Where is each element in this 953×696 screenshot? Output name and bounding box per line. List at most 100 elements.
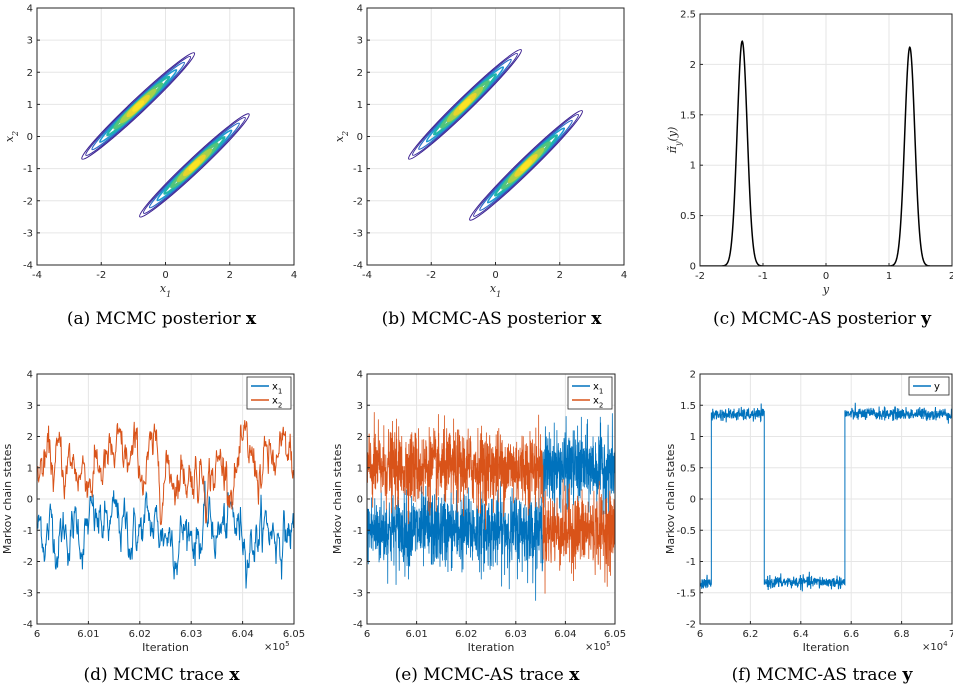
plot-area-d [37,420,294,589]
x-tick-label: 6.03 [505,629,527,640]
y-tick-label: 0 [690,262,696,273]
y-tick-label: -4 [23,261,33,272]
y-tick-label: 1 [357,463,363,474]
y-tick-label: -1 [353,164,363,175]
contour-level-3 [418,58,512,150]
x-tick-label: 6 [34,629,40,640]
y-tick-label: 1.5 [680,110,696,121]
legend-label-x2: x2 [272,396,282,410]
y-axis-label: Markov chain states [1,444,14,555]
grid-a [36,7,295,266]
y-tick-label: 1 [690,432,696,443]
panel-b: -4 -2 0 2 4 -4 -3 -2 -1 0 1 2 3 4 x1 x2 (b) MCMC-AS post… [333,4,627,330]
contour-level-9 [132,100,145,112]
x-tick-label: 7 [949,629,953,640]
y-tick-label: 3 [27,401,33,412]
series-line-x2 [367,412,615,594]
y-tick-label: -2 [353,557,363,568]
y-tick-label: 1 [357,100,363,111]
x-tick-label: 6.02 [455,629,477,640]
y-tick-label: 1 [690,161,696,172]
panel-f: 6 6.2 6.4 6.6 6.8 7 -2 -1.5 -1 -0.5 0 0.5 1 1.5 2 Itera… [664,370,953,686]
y-tick-label: -4 [353,261,363,272]
y-tick-label: -3 [23,228,33,239]
y-tick-label: 4 [357,4,363,15]
x-tick-label: 6.4 [793,629,809,640]
contour-level-2 [142,116,246,214]
contour-level-1 [408,49,522,160]
x-tick-label: 6.05 [604,629,626,640]
x-tick-label: 6.6 [843,629,859,640]
grid-c [699,13,953,267]
plot-area-a [81,52,250,218]
series-line-x2 [37,420,294,526]
x-tick-label: -4 [362,270,372,281]
panel-a: -4 -2 0 2 4 -4 -3 -2 -1 0 1 2 3 4 x1 x2 (a) MCMC posteri… [3,4,297,330]
contour-level-2 [85,55,192,156]
x-axis-label: y [822,283,830,296]
legend-f: y [908,376,950,396]
x-tick-label: 6.03 [180,629,202,640]
contour-level-9 [458,98,472,111]
grid-b [366,7,625,266]
contour-level-9 [188,159,201,172]
x-tick-label: -2 [96,270,106,281]
plot-area-e [367,412,615,601]
y-tick-label: 0.5 [680,211,696,222]
x-tick-label: 2 [557,270,563,281]
y-axis-label: π̃y(y) [666,127,683,155]
density-curve [700,39,952,266]
series-line-x1 [37,480,294,589]
posterior-mode-1 [408,49,522,160]
y-tick-label: 0 [690,495,696,506]
caption-a: (a) MCMC posterior x [67,309,257,329]
y-tick-label: 0 [357,495,363,506]
y-tick-label: 1 [27,463,33,474]
y-tick-label: 2 [690,60,696,71]
caption-c: (c) MCMC-AS posterior y [713,309,932,329]
y-tick-label: -3 [353,228,363,239]
y-tick-label: 4 [357,370,363,381]
legend-label-y: y [934,382,940,393]
grid-f [699,373,953,625]
y-tick-label: 2 [27,432,33,443]
posterior-mode-2 [469,110,583,221]
y-tick-label: -2 [23,196,33,207]
panel-d: 6 6.01 6.02 6.03 6.04 6.05 -4 -3 -2 -1 0 1 2 3 4 Iterat… [1,370,305,686]
posterior-mode-2 [139,113,250,218]
y-tick-label: -1.5 [676,588,696,599]
x-tick-label: 6.01 [405,629,427,640]
y-tick-label: 1 [27,100,33,111]
posterior-mode-1 [81,52,196,160]
y-tick-label: 1.5 [680,401,696,412]
y-tick-label: 2.5 [680,10,696,21]
x-axis-label: Iteration [142,641,189,654]
x-tick-label: 6.01 [77,629,99,640]
x-tick-label: 6.04 [554,629,576,640]
contour-level-2 [412,52,518,156]
y-tick-label: -1 [353,526,363,537]
contour-level-2 [473,113,579,217]
legend-label-x1: x1 [272,382,282,396]
x-tick-label: 0 [162,270,168,281]
x-tick-label: -4 [32,270,42,281]
y-tick-label: 0 [357,132,363,143]
y-tick-label: -3 [23,588,33,599]
x-tick-label: 1 [886,271,892,282]
x-tick-label: 4 [291,270,297,281]
caption-f: (f) MCMC-AS trace y [732,665,914,685]
y-axis-label: Markov chain states [664,444,677,555]
y-tick-label: 2 [27,68,33,79]
y-tick-label: -1 [23,164,33,175]
contour-level-1 [469,110,583,221]
x-tick-label: -2 [426,270,436,281]
legend-box [567,376,613,410]
legend-label-x2: x2 [593,396,603,410]
plot-area-f [700,402,952,592]
legend-box [246,376,292,410]
y-tick-label: -3 [353,588,363,599]
y-tick-label: -0.5 [676,526,696,537]
x-axis-label: x1 [160,282,171,299]
